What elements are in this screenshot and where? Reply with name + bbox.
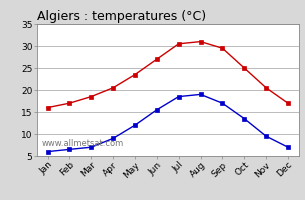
Text: www.allmetsat.com: www.allmetsat.com	[42, 139, 124, 148]
Text: Algiers : temperatures (°C): Algiers : temperatures (°C)	[37, 10, 206, 23]
